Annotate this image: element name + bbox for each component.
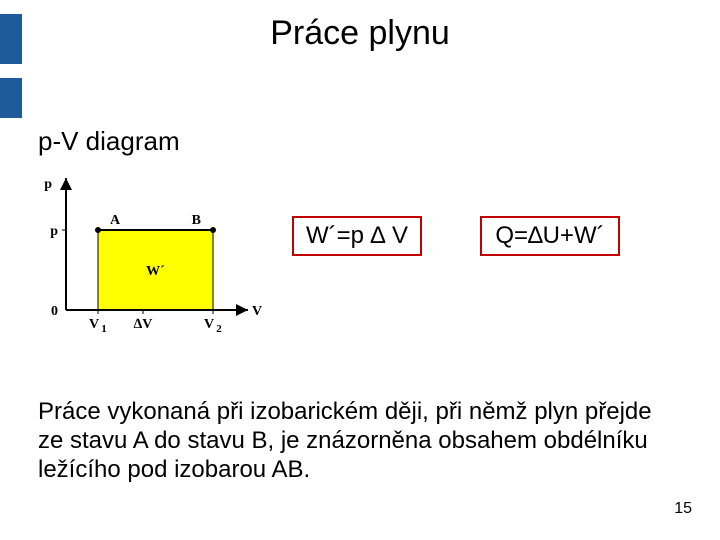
pv-diagram-svg: pVp0ABW´V1∆VV2 xyxy=(38,170,263,342)
svg-text:V: V xyxy=(204,317,214,332)
svg-text:0: 0 xyxy=(51,304,58,319)
svg-text:p: p xyxy=(50,224,58,239)
page-title: Práce plynu xyxy=(0,14,720,53)
svg-text:∆V: ∆V xyxy=(134,317,153,332)
svg-text:V: V xyxy=(252,304,262,319)
svg-text:2: 2 xyxy=(216,323,222,335)
svg-text:1: 1 xyxy=(101,323,107,335)
svg-text:V: V xyxy=(89,317,99,332)
svg-text:p: p xyxy=(44,177,52,192)
svg-text:B: B xyxy=(192,213,201,228)
svg-text:A: A xyxy=(110,213,121,228)
formula-q: Q=∆U+W´ xyxy=(480,216,620,256)
body-text: Práce vykonaná při izobarickém ději, při… xyxy=(38,398,678,484)
slide: Práce plynu p-V diagram pVp0ABW´V1∆VV2 W… xyxy=(0,0,720,540)
accent-bar-2 xyxy=(0,78,22,118)
pv-diagram: pVp0ABW´V1∆VV2 xyxy=(38,170,263,342)
svg-text:W´: W´ xyxy=(146,264,165,279)
formula-w: W´=p ∆ V xyxy=(292,216,422,256)
subtitle: p-V diagram xyxy=(38,126,180,157)
page-number: 15 xyxy=(674,500,692,518)
